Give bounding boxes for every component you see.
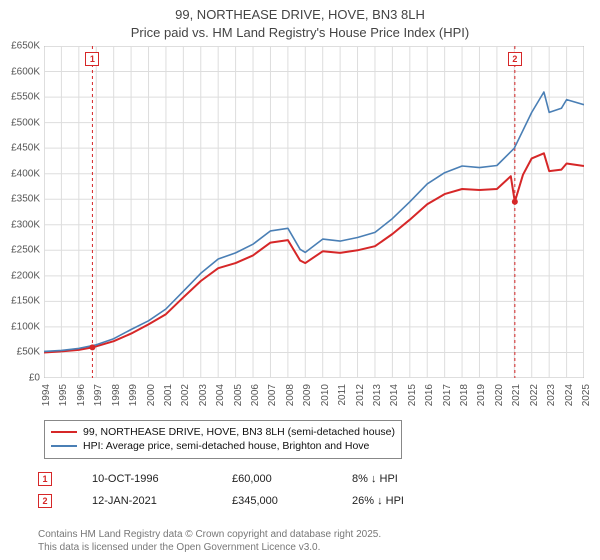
y-tick-label: £300K: [11, 219, 40, 230]
x-tick-label: 2001: [163, 384, 174, 406]
event-date: 10-OCT-1996: [92, 473, 192, 485]
x-tick-label: 2011: [337, 384, 348, 406]
y-tick-label: £350K: [11, 194, 40, 205]
y-tick-label: £600K: [11, 66, 40, 77]
legend-row: HPI: Average price, semi-detached house,…: [51, 439, 395, 453]
y-tick-label: £550K: [11, 92, 40, 103]
x-tick-label: 1998: [111, 384, 122, 406]
x-tick-label: 2005: [233, 384, 244, 406]
event-table: 1 10-OCT-1996 £60,000 8% ↓ HPI 2 12-JAN-2021 £…: [38, 468, 442, 512]
y-tick-label: £250K: [11, 245, 40, 256]
x-tick-label: 2020: [494, 384, 505, 406]
title-line2: Price paid vs. HM Land Registry's House …: [10, 24, 590, 42]
event-delta: 26% ↓ HPI: [352, 495, 442, 507]
event-price: £345,000: [232, 495, 312, 507]
y-tick-label: £100K: [11, 321, 40, 332]
event-marker-badge: 1: [38, 472, 52, 486]
x-tick-label: 1994: [41, 384, 52, 406]
event-row: 2 12-JAN-2021 £345,000 26% ↓ HPI: [38, 490, 442, 512]
y-tick-label: £0: [29, 373, 40, 384]
y-tick-label: £450K: [11, 143, 40, 154]
chart-plot-area: [44, 46, 584, 378]
x-tick-label: 2021: [511, 384, 522, 406]
title-line1: 99, NORTHEASE DRIVE, HOVE, BN3 8LH: [10, 6, 590, 24]
footnote-line2: This data is licensed under the Open Gov…: [38, 542, 381, 555]
x-tick-label: 2002: [180, 384, 191, 406]
event-delta: 8% ↓ HPI: [352, 473, 442, 485]
x-tick-label: 2000: [146, 384, 157, 406]
chart-legend: 99, NORTHEASE DRIVE, HOVE, BN3 8LH (semi…: [44, 420, 402, 459]
x-tick-label: 2014: [389, 384, 400, 406]
x-tick-label: 2018: [459, 384, 470, 406]
chart-title: 99, NORTHEASE DRIVE, HOVE, BN3 8LH Price…: [0, 0, 600, 43]
x-tick-label: 2012: [355, 384, 366, 406]
x-tick-label: 1997: [93, 384, 104, 406]
y-tick-label: £150K: [11, 296, 40, 307]
legend-row: 99, NORTHEASE DRIVE, HOVE, BN3 8LH (semi…: [51, 425, 395, 439]
legend-text: HPI: Average price, semi-detached house,…: [83, 440, 369, 452]
x-tick-label: 1996: [76, 384, 87, 406]
chart-svg: [44, 46, 584, 378]
event-price: £60,000: [232, 473, 312, 485]
x-tick-label: 1999: [128, 384, 139, 406]
y-tick-label: £400K: [11, 168, 40, 179]
x-tick-label: 2019: [476, 384, 487, 406]
x-tick-label: 2006: [250, 384, 261, 406]
x-tick-label: 2023: [546, 384, 557, 406]
event-row: 1 10-OCT-1996 £60,000 8% ↓ HPI: [38, 468, 442, 490]
x-tick-label: 2007: [267, 384, 278, 406]
x-tick-label: 2008: [285, 384, 296, 406]
y-tick-label: £200K: [11, 270, 40, 281]
x-tick-label: 2022: [529, 384, 540, 406]
x-tick-label: 2010: [320, 384, 331, 406]
event-date: 12-JAN-2021: [92, 495, 192, 507]
y-axis: £0£50K£100K£150K£200K£250K£300K£350K£400…: [0, 46, 42, 378]
x-axis: 1994 1995 1996 1997 1998 1999 2000 2001 2002 2003…: [44, 380, 584, 418]
x-tick-label: 2009: [302, 384, 313, 406]
y-tick-label: £50K: [17, 347, 40, 358]
y-tick-label: £650K: [11, 41, 40, 52]
event-marker-badge: 2: [38, 494, 52, 508]
y-tick-label: £500K: [11, 117, 40, 128]
x-tick-label: 2024: [564, 384, 575, 406]
x-tick-label: 2013: [372, 384, 383, 406]
x-tick-label: 2017: [442, 384, 453, 406]
x-tick-label: 1995: [58, 384, 69, 406]
footnote: Contains HM Land Registry data © Crown c…: [38, 529, 381, 554]
legend-text: 99, NORTHEASE DRIVE, HOVE, BN3 8LH (semi…: [83, 426, 395, 438]
x-tick-label: 2003: [198, 384, 209, 406]
footnote-line1: Contains HM Land Registry data © Crown c…: [38, 529, 381, 542]
x-tick-label: 2015: [407, 384, 418, 406]
x-tick-label: 2016: [424, 384, 435, 406]
x-tick-label: 2025: [581, 384, 592, 406]
legend-swatch: [51, 445, 77, 447]
x-tick-label: 2004: [215, 384, 226, 406]
legend-swatch: [51, 431, 77, 433]
